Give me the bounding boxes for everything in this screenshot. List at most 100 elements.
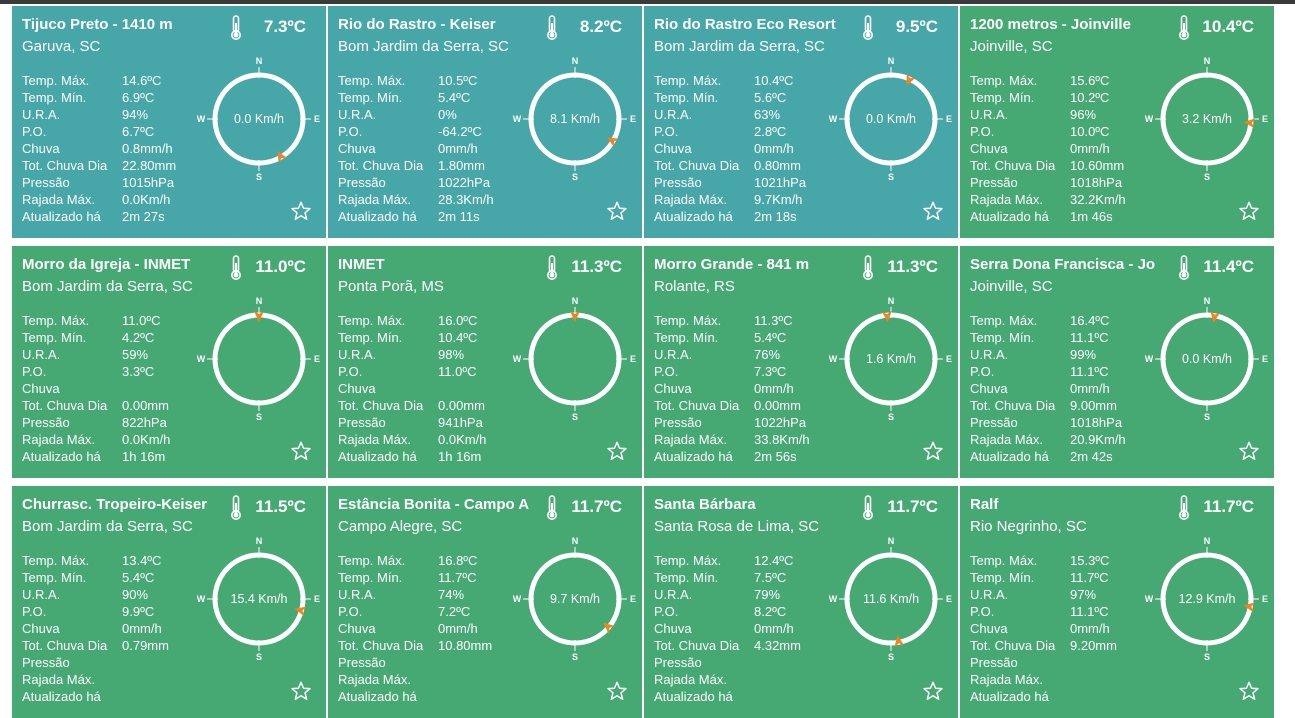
station-card[interactable]: Morro Grande - 841 m Rolante, RS 11.3ºC Tem… — [644, 246, 958, 478]
reading-label: Chuva — [338, 621, 376, 636]
reading-value: 2m 56s — [754, 449, 797, 464]
reading-value: 15.3ºC — [1070, 553, 1110, 568]
favorite-star-icon[interactable] — [290, 440, 312, 462]
wind-compass-svg: N S E W 0.0 Km/h — [829, 56, 952, 182]
station-temperature: 11.7ºC — [1203, 497, 1254, 516]
compass-label-s: S — [256, 652, 262, 662]
compass-label-w: W — [1145, 354, 1154, 364]
favorite-star-icon[interactable] — [1238, 680, 1260, 702]
compass-label-s: S — [572, 412, 578, 422]
wind-speed: 3.2 Km/h — [1182, 112, 1232, 126]
favorite-star-icon[interactable] — [1238, 440, 1260, 462]
reading-label: P.O. — [22, 364, 47, 379]
reading-value: 2m 18s — [754, 209, 797, 224]
compass-label-n: N — [1204, 56, 1211, 66]
reading-row: P.O. 2.8ºC — [654, 123, 844, 140]
reading-row: Tot. Chuva Dia 0.00mm — [22, 397, 212, 414]
reading-value: 0.79mm — [122, 638, 169, 653]
reading-label: Chuva — [654, 621, 692, 636]
reading-row: P.O. 11.1ºC — [970, 363, 1160, 380]
favorite-star-icon[interactable] — [922, 680, 944, 702]
favorite-star-icon[interactable] — [290, 680, 312, 702]
reading-row: Tot. Chuva Dia 4.32mm — [654, 637, 844, 654]
reading-row: Chuva 0mm/h — [970, 380, 1160, 397]
reading-label: Temp. Máx. — [22, 73, 90, 88]
reading-row: Atualizado há 2m 27s — [22, 208, 212, 225]
reading-value: 5.4ºC — [754, 330, 787, 345]
reading-label: U.R.A. — [970, 587, 1009, 602]
wind-speed: 0.0 Km/h — [234, 112, 284, 126]
station-card[interactable]: Churrasc. Tropeiro-Keiser Bom Jardim da S… — [12, 486, 326, 718]
favorite-star-icon[interactable] — [606, 680, 628, 702]
reading-value: 11.1ºC — [1070, 604, 1109, 619]
station-card[interactable]: Estância Bonita - Campo A Campo Alegre, S… — [328, 486, 642, 718]
compass-label-w: W — [829, 114, 838, 124]
station-card[interactable]: Rio do Rastro - Keiser Bom Jardim da Serr… — [328, 6, 642, 238]
station-readings: Temp. Máx. 15.3ºC Temp. Mín. 11.7ºC U.R.A. 97… — [970, 552, 1160, 705]
reading-row: Chuva 0mm/h — [22, 620, 212, 637]
reading-row: Chuva 0mm/h — [654, 380, 844, 397]
reading-row: Pressão 1022hPa — [654, 414, 844, 431]
reading-value: 0mm/h — [1070, 381, 1110, 396]
compass-label-e: E — [630, 114, 636, 124]
compass-label-n: N — [888, 56, 895, 66]
reading-label: P.O. — [970, 604, 995, 619]
wind-speed: 0.0 Km/h — [866, 112, 916, 126]
reading-row: Chuva 0mm/h — [654, 140, 844, 157]
favorite-star-icon[interactable] — [606, 440, 628, 462]
thermometer-icon — [544, 495, 560, 521]
wind-direction-arrow — [294, 606, 307, 617]
reading-value: 7.5ºC — [754, 570, 787, 585]
reading-row: Tot. Chuva Dia 22.80mm — [22, 157, 212, 174]
wind-compass-svg: N S E W 15.4 Km/h — [197, 536, 320, 662]
wind-direction-arrow — [1210, 310, 1221, 323]
favorite-star-icon[interactable] — [290, 200, 312, 222]
wind-compass: N S E W 11.6 Km/h — [824, 532, 958, 666]
reading-label: U.R.A. — [970, 107, 1009, 122]
station-card[interactable]: Tijuco Preto - 1410 m Garuva, SC 7.3ºC Temp… — [12, 6, 326, 238]
favorite-star-icon[interactable] — [922, 440, 944, 462]
station-name: Tijuco Preto - 1410 m — [22, 16, 173, 33]
wind-direction-arrow — [906, 73, 916, 86]
reading-row: U.R.A. 94% — [22, 106, 212, 123]
reading-label: U.R.A. — [654, 347, 693, 362]
station-card[interactable]: Morro da Igreja - INMET Bom Jardim da Ser… — [12, 246, 326, 478]
reading-label: Chuva — [970, 381, 1008, 396]
reading-label: Chuva — [338, 141, 376, 156]
wind-speed: 8.1 Km/h — [550, 112, 600, 126]
station-name: Serra Dona Francisca - Jo — [970, 256, 1156, 273]
station-readings: Temp. Máx. 10.4ºC Temp. Mín. 5.6ºC U.R.A. 63%… — [654, 72, 844, 225]
station-temperature: 8.2ºC — [579, 17, 622, 36]
station-name: Churrasc. Tropeiro-Keiser — [22, 496, 208, 513]
reading-row: Atualizado há 2m 56s — [654, 448, 844, 465]
reading-label: Pressão — [654, 655, 702, 670]
favorite-star-icon[interactable] — [1238, 200, 1260, 222]
compass-label-s: S — [1204, 172, 1210, 182]
reading-label: P.O. — [654, 604, 679, 619]
compass-label-n: N — [572, 296, 579, 306]
favorite-star-icon[interactable] — [922, 200, 944, 222]
reading-row: Atualizado há 2m 11s — [338, 208, 528, 225]
wind-speed: 11.6 Km/h — [863, 592, 919, 606]
station-card[interactable]: 1200 metros - Joinville Joinville, SC 10.4… — [960, 6, 1274, 238]
reading-label: Pressão — [338, 175, 386, 190]
reading-label: U.R.A. — [654, 107, 693, 122]
reading-label: Rajada Máx. — [654, 192, 727, 207]
compass-label-n: N — [888, 536, 895, 546]
reading-row: U.R.A. 99% — [970, 346, 1160, 363]
station-name: Morro da Igreja - INMET — [22, 256, 191, 273]
station-card[interactable]: Ralf Rio Negrinho, SC 11.7ºC Temp. Máx. 15.3… — [960, 486, 1274, 718]
reading-value: 0mm/h — [754, 141, 794, 156]
reading-label: Rajada Máx. — [338, 192, 411, 207]
reading-row: Temp. Mín. 11.7ºC — [970, 569, 1160, 586]
station-card[interactable]: Rio do Rastro Eco Resort Bom Jardim da Se… — [644, 6, 958, 238]
station-card[interactable]: INMET Ponta Porã, MS 11.3ºC Temp. Máx. 16.0º… — [328, 246, 642, 478]
compass-ring — [212, 312, 306, 406]
station-card[interactable]: Serra Dona Francisca - Jo Joinville, SC 11… — [960, 246, 1274, 478]
compass-label-s: S — [256, 172, 262, 182]
station-card[interactable]: Santa Bárbara Santa Rosa de Lima, SC 11.7º… — [644, 486, 958, 718]
reading-value: 941hPa — [438, 415, 483, 430]
station-name: INMET — [338, 256, 385, 273]
reading-row: Atualizado há — [654, 688, 844, 705]
favorite-star-icon[interactable] — [606, 200, 628, 222]
